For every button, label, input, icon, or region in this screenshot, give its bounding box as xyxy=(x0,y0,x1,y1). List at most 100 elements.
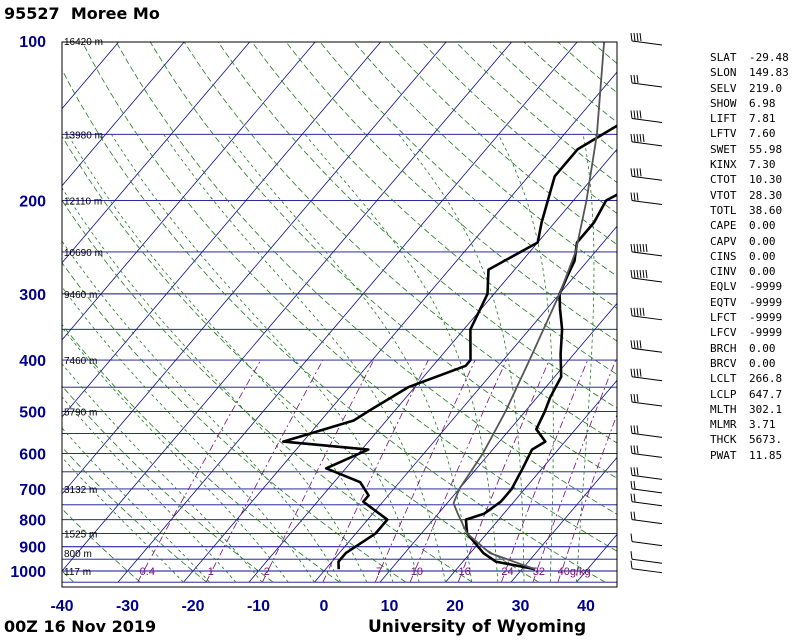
temperature-tick-label: -10 xyxy=(247,598,270,615)
wind-barb-feather xyxy=(642,133,645,142)
index-row: CTOT 10.30 xyxy=(710,172,798,187)
dry-adiabat xyxy=(217,42,617,409)
dry-adiabat xyxy=(183,42,617,444)
wind-barb-feather xyxy=(636,32,639,42)
temperature-tick-label: 30 xyxy=(512,598,530,615)
index-value: -9999 xyxy=(749,295,783,309)
mixing-ratio-line xyxy=(374,359,476,583)
wind-barb-feather xyxy=(633,168,636,177)
moist-adiabat xyxy=(62,240,342,583)
index-row: LFCV -9999 xyxy=(710,325,798,340)
wind-barb xyxy=(630,307,663,321)
wind-barb-feather xyxy=(630,551,633,560)
index-name: LIFT xyxy=(710,112,737,126)
wind-barb-staff xyxy=(631,200,663,206)
wind-barb-feather xyxy=(639,243,642,252)
mixing-ratio-label: 16 xyxy=(458,566,470,578)
index-name: KINX xyxy=(710,158,737,172)
mixing-ratio-line xyxy=(557,413,617,583)
index-row: VTOT 28.30 xyxy=(710,188,798,203)
index-value: -9999 xyxy=(749,280,783,294)
source-organization: University of Wyoming xyxy=(368,617,587,637)
plot-frame xyxy=(61,41,618,588)
index-value: 28.30 xyxy=(749,188,783,202)
index-row: SWET 55.98 xyxy=(710,142,798,157)
dry-adiabat xyxy=(81,42,617,552)
isotherm xyxy=(62,42,447,495)
wind-barb-feather xyxy=(636,243,639,252)
index-value: 219.0 xyxy=(749,81,783,95)
index-name: SWET xyxy=(710,142,737,156)
index-row: LFTV 7.60 xyxy=(710,126,798,141)
wind-barb-feather xyxy=(633,493,636,502)
moist-adiabat xyxy=(576,134,595,583)
wind-barb-feather xyxy=(636,467,639,476)
isotherm xyxy=(62,42,185,187)
index-value: 0.00 xyxy=(749,356,776,370)
wind-barb-feather xyxy=(639,307,642,316)
wind-barb-feather xyxy=(633,425,636,434)
index-value: 11.85 xyxy=(749,448,783,462)
temperature-tick-label: -30 xyxy=(116,598,139,615)
pressure-tick-label: 100 xyxy=(19,34,46,51)
temperature-line xyxy=(464,193,617,571)
index-name: BRCV xyxy=(710,356,737,370)
wind-barb-staff xyxy=(631,376,663,382)
wind-barb-feather xyxy=(639,110,642,119)
index-row: SHOW 6.98 xyxy=(710,96,798,111)
wind-barb-feather xyxy=(633,480,636,489)
wind-barb-feather xyxy=(633,192,636,201)
wind-barb-staff xyxy=(631,474,663,480)
wind-barb-feather xyxy=(633,368,636,377)
isotherm xyxy=(183,71,617,583)
wind-barb-feather xyxy=(639,368,642,377)
wind-barb-feather xyxy=(645,243,648,252)
wind-barb-staff xyxy=(631,541,663,547)
wind-barb-feather xyxy=(630,493,633,502)
height-label: 10690 m xyxy=(64,248,103,259)
index-row: BRCH 0.00 xyxy=(710,341,798,356)
index-value: 6.98 xyxy=(749,96,776,110)
parcel-path-line xyxy=(452,42,606,571)
wind-barb-feather xyxy=(642,243,645,252)
temperature-tick-label: -20 xyxy=(181,598,204,615)
wind-barb-feather xyxy=(636,445,639,454)
height-label: 16420 m xyxy=(64,37,103,48)
dry-adiabat xyxy=(62,262,407,583)
moist-adiabat xyxy=(62,427,210,583)
wind-barb xyxy=(630,110,663,123)
isotherm xyxy=(62,42,382,418)
wind-barb xyxy=(630,445,663,458)
mixing-ratio-line xyxy=(409,359,507,583)
pressure-tick-label: 700 xyxy=(19,482,46,499)
pressure-tick-label: 600 xyxy=(19,446,46,463)
wind-barb-staff xyxy=(631,558,663,564)
index-name: CINV xyxy=(710,265,737,279)
index-value: 0.00 xyxy=(749,249,776,263)
dry-adiabat xyxy=(62,199,473,583)
wind-barb xyxy=(630,551,663,564)
moist-adiabat xyxy=(497,134,554,583)
wind-barb-feather xyxy=(630,307,633,316)
pressure-tick-label: 1000 xyxy=(10,564,46,581)
wind-barb-feather xyxy=(636,368,639,377)
temperature-tick-label: 10 xyxy=(381,598,399,615)
wind-barb xyxy=(630,533,663,547)
wind-barb-feather xyxy=(636,393,639,403)
index-name: LFCT xyxy=(710,311,737,325)
wind-barb-feather xyxy=(630,533,633,542)
wind-barb-feather xyxy=(642,269,645,279)
mixing-ratio-label: 24 xyxy=(501,566,513,578)
index-row: EQTV -9999 xyxy=(710,295,798,310)
index-row: SLON 149.83 xyxy=(710,65,798,80)
wind-barb-feather xyxy=(636,133,639,142)
wind-barb-staff xyxy=(631,347,663,353)
index-row: LFCT -9999 xyxy=(710,310,798,325)
wind-barb-feather xyxy=(636,110,639,119)
mixing-ratio-line xyxy=(457,359,550,583)
wind-barb-feather xyxy=(633,307,636,316)
wind-barb-feather xyxy=(630,269,633,279)
wind-barb-feather xyxy=(642,307,645,316)
index-name: PWAT xyxy=(710,448,737,462)
